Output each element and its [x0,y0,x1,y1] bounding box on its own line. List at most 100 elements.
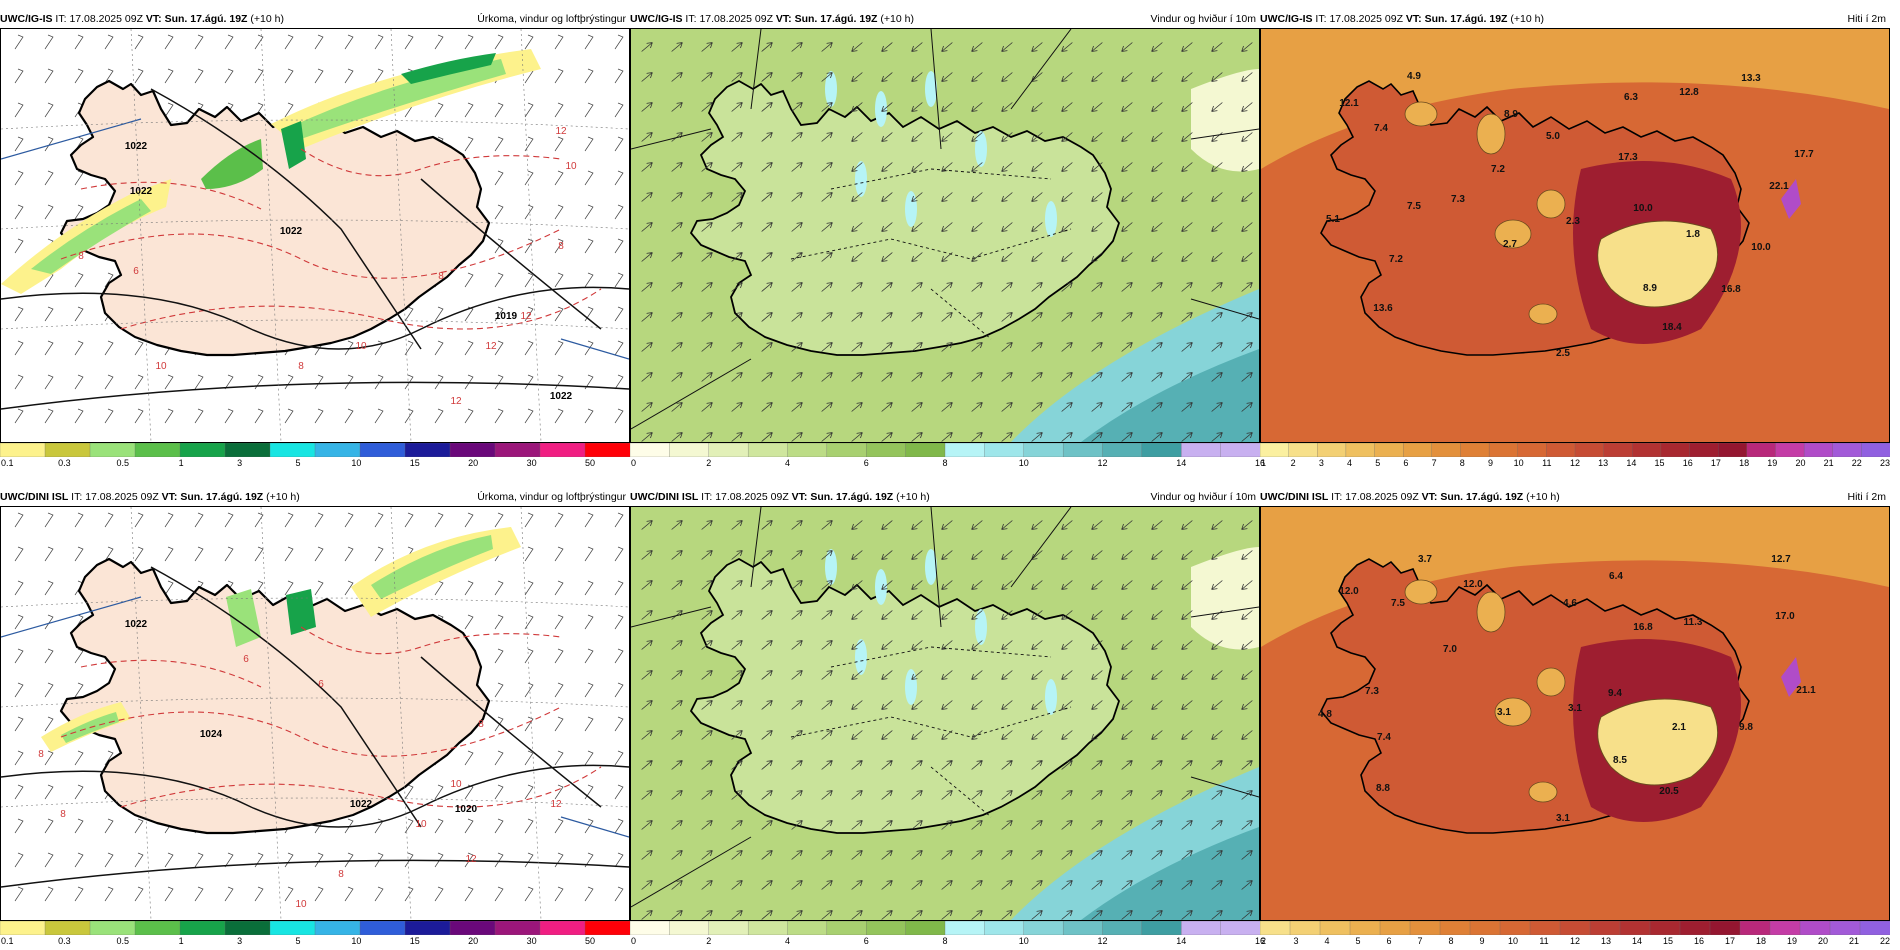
wind-barb [494,374,504,390]
wind-arrow [821,790,833,800]
wind-barb [314,580,324,596]
wind-arrow [1091,730,1103,740]
wind-arrow [671,342,683,352]
wind-arrow [941,520,953,530]
precip-areas [41,527,521,752]
wind-arrow [671,102,683,112]
wind-arrow [911,610,923,620]
wind-arrow [761,132,773,142]
colorbar-tick-label: 10 [351,458,362,468]
colorbar-tick-label: 10 [1018,458,1029,468]
wind-arrow [791,102,803,112]
wind-arrow [731,790,743,800]
value-labels: 4.9 13.3 12.1 6.3 12.8 8.9 7.4 5.0 17.3 17.7 7.2 7.… [1326,71,1814,359]
wind-barb [254,34,264,50]
wind-barb [434,886,444,902]
colorbar-swatch [1181,921,1222,935]
wind-arrow [1211,162,1223,172]
wind-arrow [1091,820,1103,830]
wind-barb [344,68,354,84]
wind-arrow [1031,312,1043,322]
wind-arrow [1091,402,1103,412]
wind-barb [494,306,504,322]
temperature-label: 22.1 [1769,181,1789,192]
wind-arrow [851,402,863,412]
wind-barb [44,306,54,322]
wind-barb [164,68,174,84]
init-time: 17.08.2025 09Z [69,13,143,25]
wind-barb [344,852,354,868]
wind-arrow [941,432,953,442]
valid-time: Sun. 17.ágú. 19Z [810,491,894,503]
temperature-label: 2.7 [1503,239,1517,250]
wind-arrow [851,820,863,830]
wind-patches [825,69,1259,442]
colorbar-svg [630,921,1260,935]
wind-arrow [761,730,773,740]
wind-arrow [1121,670,1133,680]
wind-barb [614,272,624,288]
wind-arrow [1091,102,1103,112]
wind-arrow [1091,790,1103,800]
colorbar-tick-label: 6 [863,458,869,468]
wind-barb [74,546,84,562]
wind-barb [554,68,564,84]
wind-barb [74,272,84,288]
wind-barb [74,512,84,528]
isobar-line [1,381,629,410]
colorbar-tick-label: 30 [526,936,537,946]
colorbar-svg [0,921,630,935]
colorbar-tick-label: 17 [1724,936,1736,946]
colorbar-swatch [1431,443,1462,457]
colorbar-tick-label: 19 [1767,458,1778,468]
wind-arrow [731,342,743,352]
wind-barb [464,136,474,152]
wind-arrow [1121,700,1133,710]
panel-title: Vindur og hviður í 10m [1150,13,1256,25]
wind-arrow [641,910,653,920]
colorbar-swatch [404,443,451,457]
wind-barb [314,546,324,562]
wind-barb [524,546,534,562]
wind-arrow [1151,700,1163,710]
wind-arrow [791,312,803,322]
wind-arrow [1241,432,1253,442]
wind-arrow [821,730,833,740]
isotherm-line [300,626,562,655]
isotherms [60,626,602,808]
wind-arrow [761,402,773,412]
wind-arrow [1241,850,1253,860]
colorbar-tick-label: 0.5 [116,936,130,946]
wind-barb [524,238,534,254]
temperature-label: 10.0 [1751,242,1771,253]
wind-arrow [671,372,683,382]
wind-arrow [821,192,833,202]
wind-barb [284,408,294,424]
wind-arrow [1211,610,1223,620]
glacier-gust-patch [905,669,917,705]
wind-arrow [821,880,833,890]
temperature-label: 4.8 [1318,709,1332,720]
wind-arrow [791,342,803,352]
colorbar-swatch [866,921,907,935]
wind-barb [104,512,114,528]
colorbar-tick-label: 12 [1097,936,1108,946]
colorbar-swatch [1403,443,1433,457]
wind-arrow [1091,580,1103,590]
wind-arrow [851,640,863,650]
wind-arrow [791,162,803,172]
wind-barb [584,408,594,424]
wind-arrow [1001,342,1013,352]
wind-arrow [971,760,983,770]
wind-arrow [641,580,653,590]
wind-arrow [1031,342,1043,352]
wind-arrow [1151,550,1163,560]
colorbar-tick-label: 16 [1693,936,1705,946]
wind-arrow [911,312,923,322]
colorbar-tick-label: 23 [1879,458,1891,468]
temperature-label: 7.3 [1365,686,1379,697]
wind-barb [74,818,84,834]
wind-arrow [941,402,953,412]
wind-barb [524,852,534,868]
wind-arrow [1061,252,1073,262]
